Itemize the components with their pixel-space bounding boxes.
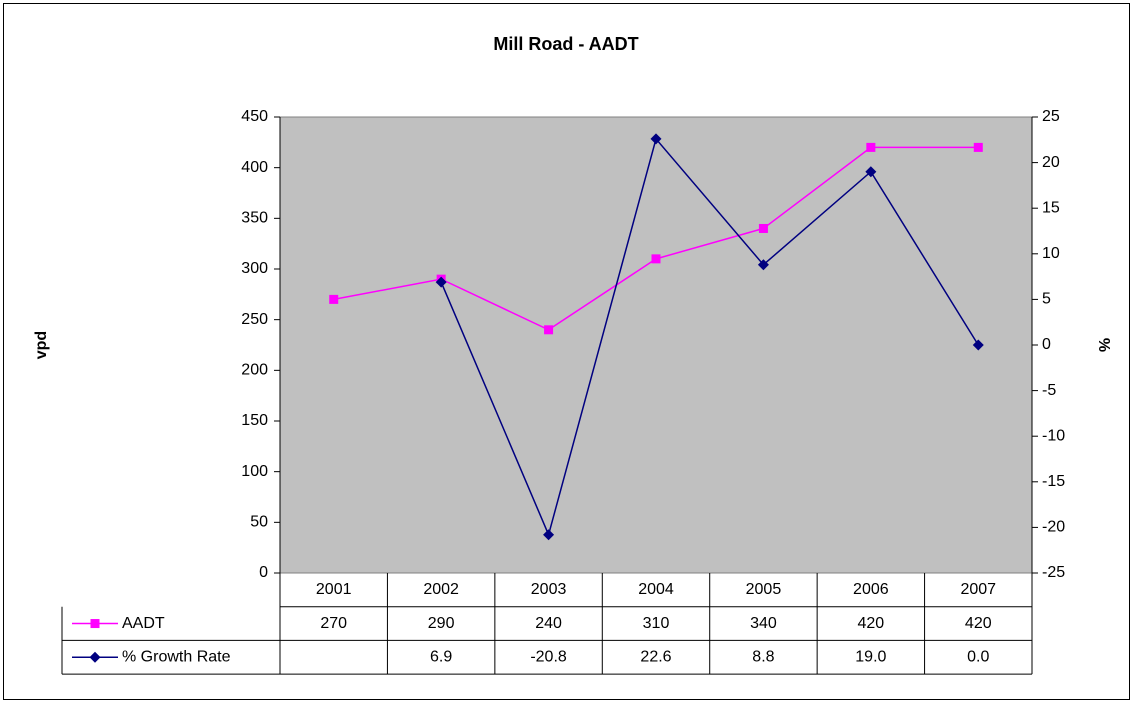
y2-tick-label: -10 [1042, 427, 1065, 444]
x-tick-label: 2005 [746, 581, 782, 598]
x-tick-label: 2006 [853, 581, 889, 598]
y2-tick-label: -20 [1042, 519, 1065, 536]
x-tick-label: 2004 [638, 581, 674, 598]
table-value: 240 [535, 615, 562, 632]
marker [90, 619, 100, 629]
legend-label: % Growth Rate [122, 648, 231, 665]
table-value: 0.0 [967, 648, 989, 665]
y2-axis-title: % [1095, 338, 1112, 352]
marker [543, 529, 555, 541]
marker [435, 276, 447, 288]
x-tick-label: 2003 [531, 581, 567, 598]
series-line [440, 137, 979, 537]
table-value: 8.8 [752, 648, 774, 665]
y-tick-label: 400 [241, 159, 268, 176]
table-value: 340 [750, 615, 777, 632]
table-value: 290 [428, 615, 455, 632]
marker [329, 294, 339, 304]
y2-tick-label: 20 [1042, 154, 1060, 171]
y2-tick-label: -15 [1042, 473, 1065, 490]
marker [758, 223, 768, 233]
y-tick-label: 50 [250, 514, 268, 531]
marker [544, 325, 554, 335]
table-value: 22.6 [640, 648, 671, 665]
y2-tick-label: -25 [1042, 564, 1065, 581]
marker [865, 166, 877, 178]
y2-tick-label: 0 [1042, 336, 1051, 353]
y-tick-label: 350 [241, 210, 268, 227]
y2-tick-label: 5 [1042, 291, 1051, 308]
y-tick-label: 450 [241, 108, 268, 125]
y2-tick-label: 25 [1042, 108, 1060, 125]
y-tick-label: 200 [241, 362, 268, 379]
y-tick-label: 150 [241, 412, 268, 429]
y2-tick-label: 10 [1042, 245, 1060, 262]
y2-tick-label: -5 [1042, 382, 1056, 399]
marker [757, 259, 769, 271]
marker [972, 339, 984, 351]
table-value: 6.9 [430, 648, 452, 665]
table-value: -20.8 [530, 648, 567, 665]
marker [89, 651, 101, 663]
legend-label: AADT [122, 615, 165, 632]
marker [650, 133, 662, 145]
y-tick-label: 100 [241, 463, 268, 480]
y-tick-label: 0 [259, 564, 268, 581]
y-tick-label: 250 [241, 311, 268, 328]
chart-title: Mill Road - AADT [493, 34, 638, 54]
y-axis-title: vpd [33, 331, 50, 359]
y-tick-label: 300 [241, 260, 268, 277]
marker [866, 142, 876, 152]
table-value: 270 [320, 615, 347, 632]
x-tick-label: 2007 [960, 581, 996, 598]
table-value: 19.0 [855, 648, 886, 665]
x-tick-label: 2001 [316, 581, 352, 598]
table-value: 310 [643, 615, 670, 632]
plot-area [279, 116, 1033, 574]
y2-tick-label: 15 [1042, 199, 1060, 216]
marker [973, 142, 983, 152]
table-value: 420 [858, 615, 885, 632]
marker [651, 254, 661, 264]
x-tick-label: 2002 [423, 581, 459, 598]
table-value: 420 [965, 615, 992, 632]
